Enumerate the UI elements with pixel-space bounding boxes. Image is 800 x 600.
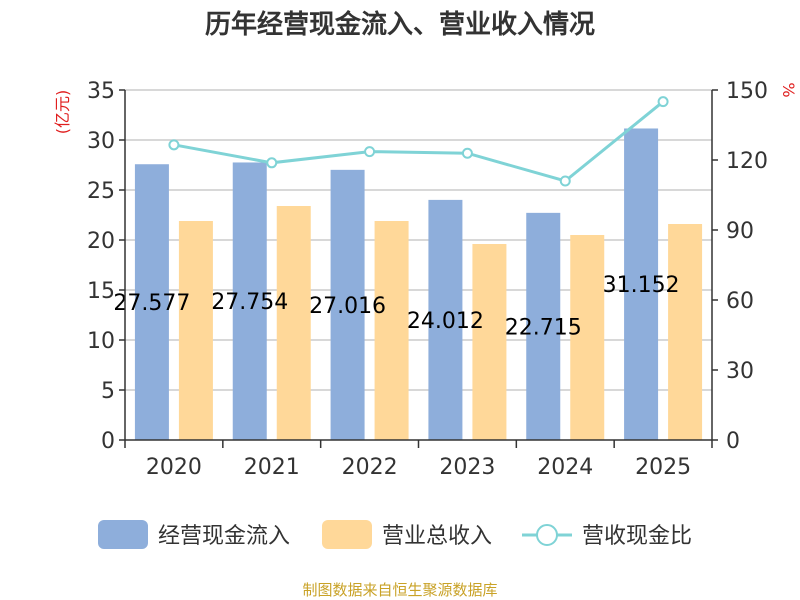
x-tick-label: 2020 [146,455,202,480]
chart-title: 历年经营现金流入、营业收入情况 [205,9,595,40]
y-left-tick-label: 15 [87,279,115,304]
legend-swatch [322,520,372,549]
grid-lines [125,89,712,391]
legend-item-cash-inflow[interactable]: 经营现金流入 [98,520,290,549]
x-tick-label: 2024 [537,455,593,480]
bar-cash-inflow[interactable] [232,162,267,440]
y-right-tick-label: 150 [726,79,768,104]
bar-labels: 27.577 27.754 27.016 24.012 22.715 31.152 [113,273,679,340]
bar-revenue[interactable] [472,244,507,440]
x-tick-label: 2022 [342,455,398,480]
ratio-point[interactable] [657,96,669,108]
ratio-point[interactable] [461,147,473,159]
legend-item-ratio[interactable]: 营收现金比 [522,524,692,549]
bar-value-label: 22.715 [505,315,582,340]
bar-revenue[interactable] [276,206,311,440]
bar-value-label: 27.754 [211,290,288,315]
bar-revenue[interactable] [570,235,605,440]
bar-cash-inflow[interactable] [624,128,659,441]
x-tick-label: 2021 [244,455,300,480]
legend-swatch [98,520,148,549]
y-left-unit: (亿元) [53,90,72,135]
y-left-tick-label: 5 [101,379,115,404]
legend-label: 经营现金流入 [158,524,290,549]
bar-cash-inflow[interactable] [428,199,463,440]
y-right-tick-label: 90 [726,219,754,244]
bar-revenue[interactable] [178,221,213,440]
bar-cash-inflow[interactable] [526,212,561,440]
y-left-tick-label: 30 [87,129,115,154]
legend-label: 营业总收入 [382,524,492,549]
bar-value-label: 24.012 [407,309,484,334]
source-note: 制图数据来自恒生聚源数据库 [302,581,497,599]
bar-revenue[interactable] [374,221,409,440]
bar-value-label: 27.577 [113,291,190,316]
ratio-point[interactable] [168,139,180,151]
ratio-point[interactable] [266,157,278,169]
y-right-unit: % [779,82,798,97]
bar-revenue[interactable] [668,224,703,440]
legend[interactable]: 经营现金流入 营业总收入 营收现金比 [98,520,692,549]
ratio-point[interactable] [559,175,571,187]
legend-label: 营收现金比 [582,524,692,549]
y-left-tick-label: 10 [87,329,115,354]
line-series [168,96,669,187]
legend-marker [536,524,558,546]
y-right-tick-label: 120 [726,149,768,174]
x-tick-label: 2025 [635,455,691,480]
x-tick-label: 2023 [439,455,495,480]
y-right-tick-label: 0 [726,429,740,454]
bar-value-label: 31.152 [603,273,680,298]
bar-cash-inflow[interactable] [330,169,365,440]
legend-item-revenue[interactable]: 营业总收入 [322,520,492,549]
y-right-tick-label: 60 [726,289,754,314]
y-left-tick-label: 35 [87,79,115,104]
y-left-tick-label: 20 [87,229,115,254]
y-left-tick-label: 25 [87,179,115,204]
ratio-point[interactable] [364,146,376,158]
bars [134,128,703,441]
bar-cash-inflow[interactable] [134,164,169,441]
y-right-tick-label: 30 [726,359,754,384]
ratio-line [173,100,665,183]
y-left-tick-label: 0 [101,429,115,454]
bar-value-label: 27.016 [309,294,386,319]
